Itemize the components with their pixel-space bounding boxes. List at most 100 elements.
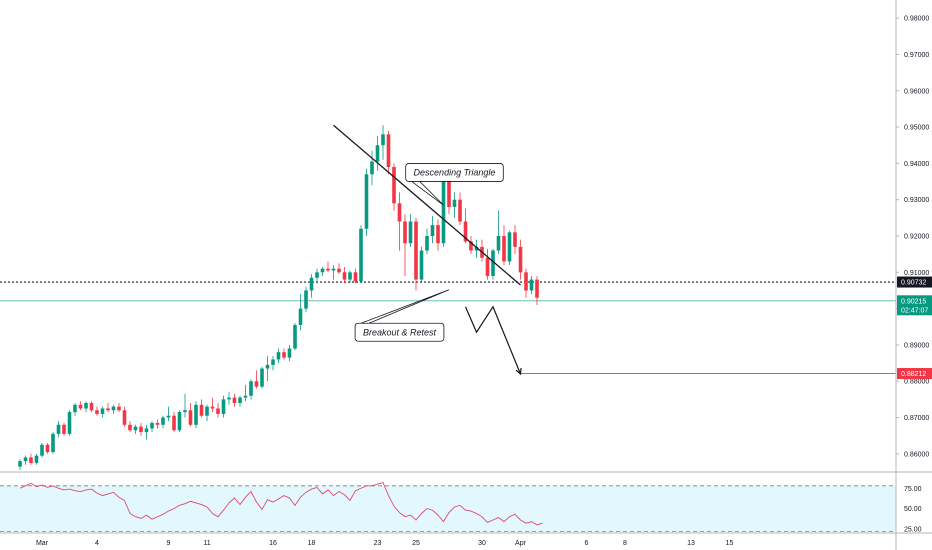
candle-body <box>353 272 358 282</box>
candle-body <box>161 417 165 425</box>
candle-body <box>507 232 512 262</box>
candle-body <box>128 424 132 431</box>
candle-body <box>254 381 259 387</box>
candle-body <box>84 403 88 409</box>
callout-text: Breakout & Retest <box>363 327 437 337</box>
candle-body <box>370 161 374 175</box>
candle-body <box>23 457 28 462</box>
callout-pointer <box>360 289 450 324</box>
candle-body <box>441 174 446 244</box>
candle-body <box>45 444 50 453</box>
time-tick-label: 11 <box>203 540 210 547</box>
candle-body <box>304 290 308 309</box>
candle-body <box>150 422 154 429</box>
time-tick-label: 4 <box>95 540 99 547</box>
candle-body <box>447 174 451 207</box>
candle-body <box>271 359 275 365</box>
candle-body <box>430 225 435 236</box>
price-tick-label: 0.92000 <box>904 234 929 241</box>
candle-body <box>177 412 182 431</box>
time-tick-label: 25 <box>412 540 420 547</box>
price-tick-label: 0.91000 <box>904 270 929 277</box>
price-tick-label: 0.93000 <box>904 197 929 204</box>
time-tick-label: Apr <box>515 540 527 547</box>
candle-body <box>111 406 116 411</box>
candle-body <box>452 199 457 207</box>
candle-body <box>315 272 319 278</box>
candle-body <box>419 250 424 280</box>
time-tick-label: 18 <box>308 540 316 547</box>
candle-body <box>359 228 363 282</box>
candle-body <box>364 174 369 229</box>
candle-body <box>474 246 479 251</box>
price-tick-label: 0.88000 <box>904 379 929 386</box>
candle-body <box>232 397 237 404</box>
candle-body <box>73 404 77 413</box>
annotations[interactable]: Descending Triangle Breakout & Retest <box>354 163 504 342</box>
price-tick-label: 0.96000 <box>904 88 929 95</box>
time-tick-label: 15 <box>726 540 734 547</box>
candle-body <box>282 352 286 358</box>
candle-body <box>342 272 347 280</box>
price-tick-label: 0.97000 <box>904 52 929 59</box>
candle-body <box>496 236 501 251</box>
callout-box <box>405 163 504 182</box>
candle-body <box>293 324 297 349</box>
candle-body <box>40 444 44 456</box>
candle-body <box>463 221 468 242</box>
candle-body <box>348 272 352 280</box>
candle-body <box>183 410 187 413</box>
callout-breakout-retest[interactable]: Breakout & Retest <box>354 289 450 342</box>
time-tick-label: 30 <box>478 540 486 547</box>
candle-body <box>502 236 506 262</box>
candle-body <box>320 268 325 273</box>
candle-body <box>95 410 99 414</box>
time-tick-label: 23 <box>374 540 382 547</box>
candle-body <box>386 134 391 168</box>
candle-body <box>287 348 292 358</box>
candle-body <box>436 225 440 244</box>
time-axis[interactable]: Mar 4 9 11 16 18 23 25 30 Apr 6 8 13 15 <box>36 540 734 547</box>
candle-body <box>331 268 336 271</box>
candle-body <box>238 397 242 404</box>
candle-body <box>205 406 209 416</box>
candle-body <box>381 134 385 146</box>
candle-body <box>122 410 127 425</box>
candle-body <box>29 457 33 463</box>
candle-body <box>524 272 528 291</box>
candle-body <box>227 397 231 400</box>
candle-body <box>89 403 94 411</box>
candle-body <box>243 395 248 398</box>
time-tick-label: Mar <box>36 540 49 547</box>
price-pane[interactable] <box>0 124 896 471</box>
price-tick-label: 0.87000 <box>904 415 929 422</box>
candle-body <box>276 352 281 360</box>
candle-body <box>51 433 55 453</box>
candle-body <box>403 221 407 244</box>
candle-body <box>216 408 220 414</box>
candle-body <box>337 268 341 273</box>
candle-body <box>265 364 270 369</box>
rsi-pane[interactable] <box>0 482 896 532</box>
price-tick-label: 0.89000 <box>904 342 929 349</box>
rsi-line <box>19 482 543 526</box>
candle-body <box>518 246 523 273</box>
current-price-label: 0.90215 <box>901 298 926 305</box>
candle-body <box>249 381 253 396</box>
callout-descending-triangle[interactable]: Descending Triangle <box>405 163 504 206</box>
rsi-axis[interactable]: 75.00 50.00 25.00 <box>904 486 922 534</box>
price-tick-label: 0.94000 <box>904 161 929 168</box>
projection-path <box>464 305 522 375</box>
candle-body <box>529 279 534 291</box>
candle-body <box>106 408 110 411</box>
resistance-price-label: 0.90732 <box>901 280 926 287</box>
candle-body <box>469 241 473 251</box>
candle-body <box>67 412 72 434</box>
candle-body <box>298 308 303 325</box>
target-price-tag <box>897 368 932 380</box>
price-tick-label: 0.86000 <box>904 451 929 458</box>
candle-body <box>425 236 429 251</box>
price-tick-label: 0.98000 <box>904 16 929 23</box>
